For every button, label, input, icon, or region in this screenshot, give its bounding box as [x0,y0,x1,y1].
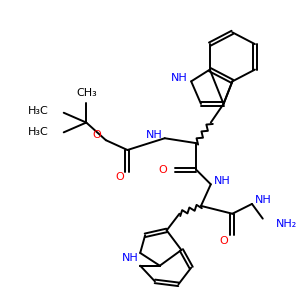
Text: H₃C: H₃C [28,106,49,116]
Text: NH: NH [254,195,271,205]
Text: NH: NH [122,253,139,263]
Text: O: O [158,165,167,175]
Text: O: O [93,130,101,140]
Text: NH: NH [214,176,231,186]
Text: NH: NH [146,130,162,140]
Text: O: O [115,172,124,182]
Text: O: O [219,236,228,246]
Text: NH₂: NH₂ [275,218,297,229]
Text: NH: NH [171,74,188,83]
Text: H₃C: H₃C [28,128,49,137]
Text: CH₃: CH₃ [76,88,97,98]
